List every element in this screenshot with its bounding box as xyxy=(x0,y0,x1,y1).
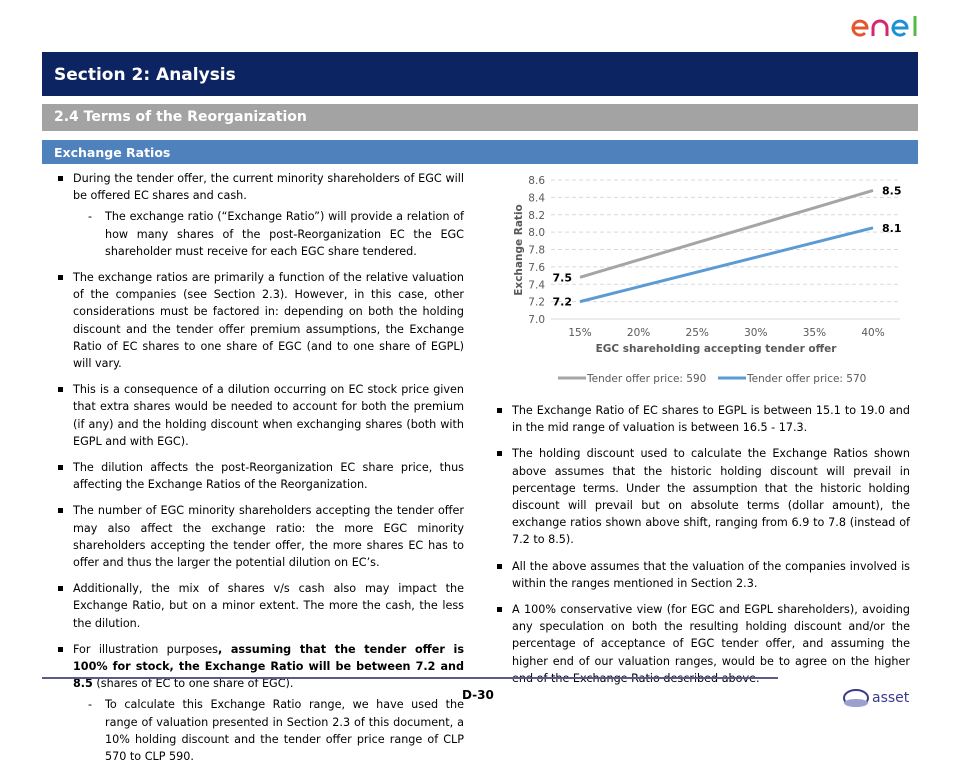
page-number: D-30 xyxy=(462,688,494,702)
y-tick-label: 7.6 xyxy=(528,262,545,274)
y-axis-title: Exchange Ratio xyxy=(513,204,525,296)
y-tick-label: 7.2 xyxy=(528,297,545,309)
x-tick-label: 20% xyxy=(627,327,650,339)
x-tick-label: 35% xyxy=(803,327,826,339)
bullet: The dilution affects the post-Reorganiza… xyxy=(58,459,464,493)
y-tick-label: 7.0 xyxy=(528,314,545,326)
svg-text:asset: asset xyxy=(872,690,910,706)
x-tick-label: 40% xyxy=(861,327,884,339)
data-label: 8.5 xyxy=(882,184,902,197)
legend-label: Tender offer price: 570 xyxy=(746,373,866,385)
bullet: The holding discount used to calculate t… xyxy=(497,445,910,548)
data-label: 8.1 xyxy=(882,222,902,235)
left-column: During the tender offer, the current min… xyxy=(58,170,464,774)
asset-logo: asset xyxy=(842,683,922,713)
topic-title: Exchange Ratios xyxy=(42,140,918,164)
y-tick-label: 7.4 xyxy=(528,279,545,291)
y-tick-label: 8.0 xyxy=(528,227,545,239)
bullet-text: For illustration purposes xyxy=(73,643,218,656)
subsection-title: 2.4 Terms of the Reorganization xyxy=(42,104,918,131)
bullet: All the above assumes that the valuation… xyxy=(497,558,910,592)
bullet: The number of EGC minority shareholders … xyxy=(58,502,464,571)
right-column: The Exchange Ratio of EC shares to EGPL … xyxy=(497,402,910,696)
bullet: Additionally, the mix of shares v/s cash… xyxy=(58,580,464,632)
sub-bullet: To calculate this Exchange Ratio range, … xyxy=(73,696,464,765)
footer-divider xyxy=(42,677,778,679)
enel-logo xyxy=(845,10,935,40)
y-tick-label: 8.2 xyxy=(528,210,545,222)
x-tick-label: 25% xyxy=(686,327,709,339)
y-tick-label: 7.8 xyxy=(528,245,545,257)
sub-bullet: The exchange ratio (“Exchange Ratio”) wi… xyxy=(73,208,464,260)
bullet-text: During the tender offer, the current min… xyxy=(73,172,464,202)
exchange-ratio-chart: 7.0 7.2 7.4 7.6 7.8 8.0 8.2 8.4 8.6 15% 20% 25% 30% 3… xyxy=(500,165,920,395)
section-title: Section 2: Analysis xyxy=(42,52,918,96)
bullet: During the tender offer, the current min… xyxy=(58,170,464,260)
bullet: This is a consequence of a dilution occu… xyxy=(58,381,464,450)
x-axis-title: EGC shareholding accepting tender offer xyxy=(596,343,838,355)
legend-label: Tender offer price: 590 xyxy=(586,373,706,385)
bullet: A 100% conservative view (for EGC and EG… xyxy=(497,601,910,687)
data-label: 7.2 xyxy=(553,296,573,309)
bullet: The Exchange Ratio of EC shares to EGPL … xyxy=(497,402,910,436)
bullet-text: (shares of EC to one share of EGC). xyxy=(93,677,294,690)
y-tick-label: 8.6 xyxy=(528,175,545,187)
y-tick-label: 8.4 xyxy=(528,192,545,204)
x-tick-label: 15% xyxy=(568,327,591,339)
x-tick-label: 30% xyxy=(744,327,767,339)
bullet: For illustration purposes, assuming that… xyxy=(58,641,464,765)
data-label: 7.5 xyxy=(553,271,573,284)
bullet: The exchange ratios are primarily a func… xyxy=(58,269,464,372)
